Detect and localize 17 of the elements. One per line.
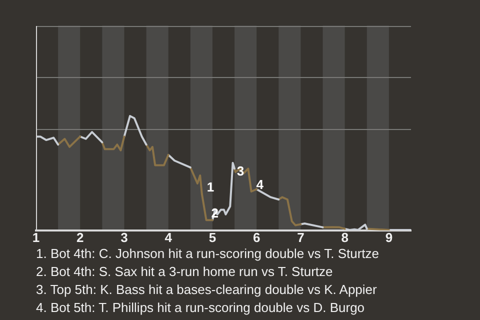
annotation: 1 bbox=[206, 179, 214, 194]
x-tick-label: 3 bbox=[120, 230, 128, 245]
text: 1. Bot 4th: C. Johnson hit a run-scoring double vs T. Sturtze bbox=[36, 245, 380, 263]
x-tick-label: 9 bbox=[385, 230, 393, 245]
x-tick-label: 7 bbox=[297, 230, 304, 245]
text: 4. Bot 5th: T. Phillips hit a run-scoring double vs D. Burgo bbox=[36, 299, 366, 317]
annotation: 3 bbox=[236, 163, 244, 178]
x-tick-label: 1 bbox=[32, 230, 40, 245]
x-tick-label: 4 bbox=[164, 230, 173, 245]
text: 3. Top 5th: K. Bass hit a bases-clearing double vs K. Appier bbox=[36, 281, 378, 299]
x-tick-label: 6 bbox=[252, 230, 260, 245]
text: 2. Bot 4th: S. Sax hit a 3-run home run vs T. Sturtze bbox=[36, 263, 334, 281]
annotation: 4 bbox=[256, 177, 264, 192]
x-tick-label: 2 bbox=[76, 230, 84, 245]
annotation: 2 bbox=[211, 206, 219, 221]
x-tick-label: 5 bbox=[208, 230, 216, 245]
x-tick-label: 8 bbox=[341, 230, 348, 245]
